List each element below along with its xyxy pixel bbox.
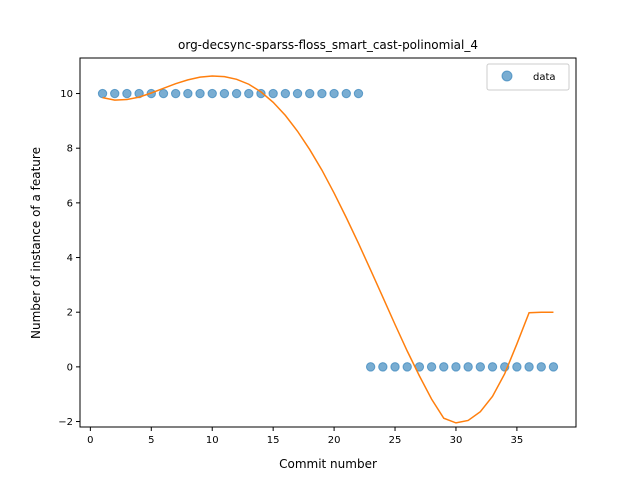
y-axis: −2 0 2 4 6 8 10 bbox=[58, 89, 80, 428]
legend: data bbox=[486, 63, 570, 91]
data-point bbox=[548, 362, 559, 372]
data-point bbox=[158, 88, 169, 99]
data-point bbox=[292, 88, 303, 99]
data-point bbox=[231, 88, 242, 99]
data-point bbox=[268, 88, 278, 99]
data-point bbox=[97, 88, 108, 99]
data-point bbox=[451, 362, 461, 372]
x-tick-label: 25 bbox=[389, 435, 402, 446]
data-point bbox=[524, 362, 534, 372]
x-tick-label: 20 bbox=[328, 435, 341, 446]
legend-marker bbox=[501, 70, 513, 82]
x-tick-label: 30 bbox=[450, 435, 463, 446]
chart-title: org-decsync-sparss-floss_smart_cast-poli… bbox=[178, 38, 478, 52]
y-tick-label: 8 bbox=[67, 144, 73, 155]
data-point bbox=[207, 88, 217, 99]
data-point bbox=[365, 362, 376, 372]
y-tick-label: 2 bbox=[67, 308, 73, 319]
legend-label-data: data bbox=[533, 72, 556, 83]
plot-area bbox=[79, 57, 577, 428]
data-point bbox=[317, 88, 327, 99]
x-tick-label: 10 bbox=[206, 435, 219, 446]
data-point bbox=[426, 362, 437, 372]
data-point bbox=[219, 88, 230, 99]
y-tick-label: 6 bbox=[67, 198, 73, 209]
data-point bbox=[390, 362, 400, 372]
x-axis: 0 5 10 15 20 25 30 35 bbox=[87, 427, 523, 446]
x-tick-label: 35 bbox=[511, 435, 524, 446]
data-point bbox=[463, 362, 473, 372]
data-point bbox=[305, 88, 315, 99]
x-tick-label: 15 bbox=[267, 435, 280, 446]
data-point bbox=[195, 88, 205, 99]
data-point bbox=[402, 362, 412, 372]
legend-box bbox=[486, 63, 570, 91]
data-point bbox=[280, 88, 291, 99]
x-tick-label: 0 bbox=[87, 435, 93, 446]
data-point bbox=[170, 88, 181, 99]
x-axis-label: Commit number bbox=[279, 457, 377, 471]
data-point bbox=[536, 362, 546, 372]
data-point bbox=[244, 88, 254, 99]
data-point bbox=[341, 88, 351, 99]
axes-frame bbox=[79, 57, 577, 428]
y-tick-label: 0 bbox=[67, 362, 73, 373]
data-point bbox=[183, 88, 193, 99]
y-tick-label: 10 bbox=[60, 89, 73, 100]
y-tick-label: 4 bbox=[67, 253, 73, 264]
y-axis-label: Number of instance of a feature bbox=[29, 147, 43, 339]
data-point bbox=[378, 362, 388, 372]
data-point bbox=[122, 88, 132, 99]
y-tick-label: −2 bbox=[58, 417, 73, 428]
data-point bbox=[329, 88, 339, 99]
x-tick-label: 5 bbox=[148, 435, 154, 446]
data-point bbox=[487, 362, 498, 372]
fit-line bbox=[102, 75, 554, 424]
data-point bbox=[353, 88, 364, 99]
data-point bbox=[110, 88, 120, 99]
data-point bbox=[475, 362, 486, 372]
data-point bbox=[439, 362, 449, 372]
data-point bbox=[512, 362, 522, 372]
